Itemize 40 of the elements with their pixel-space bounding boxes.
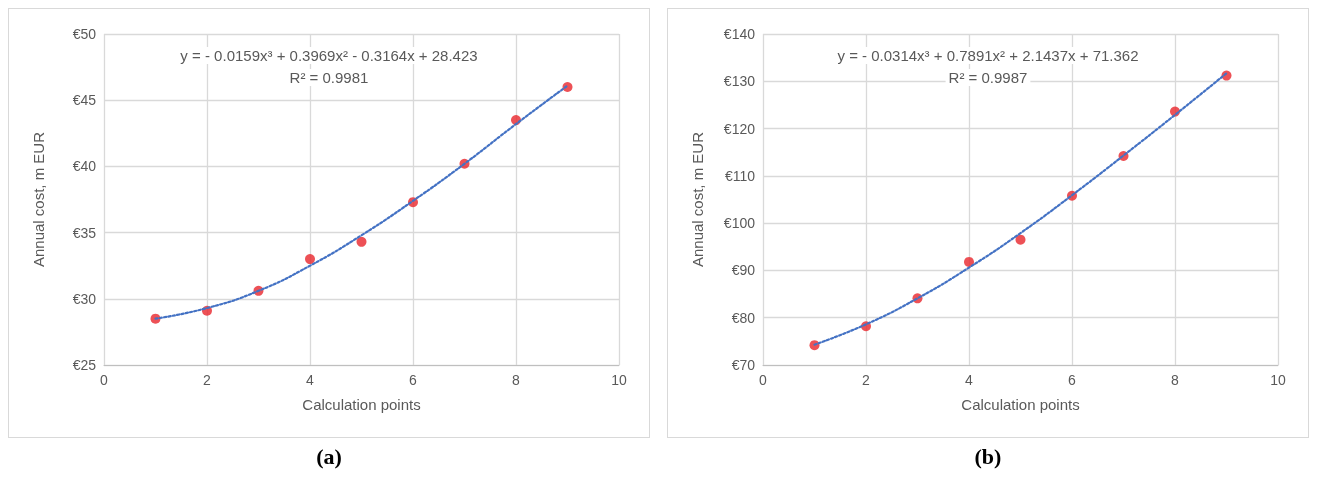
- y-tick-label: €110: [724, 167, 756, 184]
- y-tick-label: €35: [72, 224, 97, 241]
- y-tick-label: €30: [72, 290, 97, 307]
- point: [964, 256, 974, 267]
- x-tick-label: 10: [1270, 372, 1286, 388]
- y-tick-label: €130: [723, 73, 756, 90]
- y-tick-label: €70: [731, 357, 756, 373]
- x-tick-label: 10: [611, 372, 627, 388]
- annotation: R² = 0.9987: [948, 69, 1028, 86]
- x-tick-label: 4: [965, 372, 974, 388]
- x-tick-label: 0: [759, 372, 768, 388]
- x-axis-title: Calculation points: [302, 396, 421, 413]
- x-tick-label: 8: [512, 372, 521, 388]
- annotation: R² = 0.9981: [289, 69, 369, 86]
- x-tick-label: 8: [1171, 372, 1180, 388]
- y-tick-label: €140: [723, 26, 756, 42]
- x-tick-label: 2: [862, 372, 871, 388]
- y-axis-title: Annual cost, m EUR: [30, 131, 47, 268]
- x-tick-label: 6: [409, 372, 418, 388]
- annotation: y = - 0.0314x³ + 0.7891x² + 2.1437x + 71.362: [837, 47, 1139, 64]
- point: [1015, 234, 1026, 245]
- y-tick-label: €45: [72, 92, 97, 109]
- y-tick-label: €80: [731, 309, 756, 326]
- x-axis-title: Calculation points: [961, 396, 1080, 413]
- text: (a): [316, 444, 342, 470]
- point: [356, 236, 367, 247]
- y-tick-label: €100: [723, 215, 756, 232]
- point: [305, 254, 315, 265]
- y-tick-label: €40: [72, 158, 97, 175]
- x-tick-label: 0: [100, 372, 109, 388]
- y-axis-title: Annual cost, m EUR: [689, 131, 706, 268]
- y-tick-label: €90: [731, 262, 756, 279]
- y-tick-label: €120: [723, 120, 756, 137]
- text: (b): [974, 444, 1002, 470]
- y-tick-label: €25: [72, 357, 97, 373]
- y-tick-label: €50: [72, 26, 97, 42]
- x-tick-label: 4: [306, 372, 315, 388]
- annotation: y = - 0.0159x³ + 0.3969x² - 0.3164x + 28.423: [180, 47, 478, 64]
- x-tick-label: 6: [1068, 372, 1077, 388]
- x-tick-label: 2: [203, 372, 212, 388]
